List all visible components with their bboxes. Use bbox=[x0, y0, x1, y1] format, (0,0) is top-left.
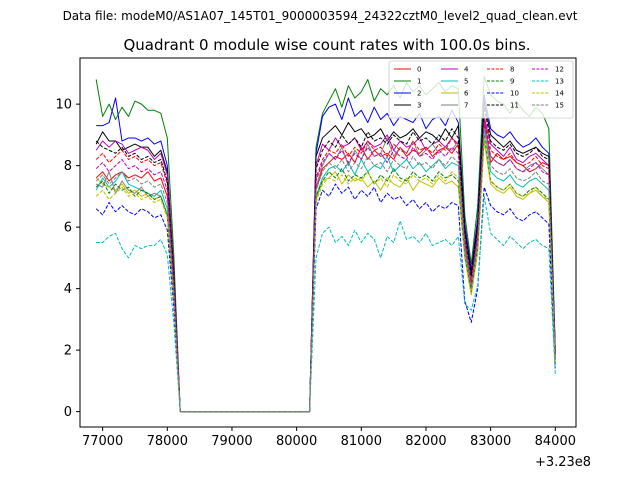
series-group bbox=[95, 75, 556, 413]
x-tick-label: 78000 bbox=[147, 434, 188, 449]
legend-label-12: 12 bbox=[555, 66, 564, 74]
legend-label-10: 10 bbox=[510, 90, 519, 98]
legend-box bbox=[388, 60, 574, 119]
legend-label-7: 7 bbox=[464, 102, 468, 110]
series-line-2 bbox=[96, 94, 556, 413]
series-line-10 bbox=[95, 183, 556, 413]
series-line-4 bbox=[95, 115, 556, 413]
legend-label-2: 2 bbox=[417, 90, 421, 98]
plot-frame bbox=[79, 57, 577, 428]
y-tick-label: 4 bbox=[64, 282, 72, 297]
legend-label-4: 4 bbox=[464, 66, 469, 74]
plot-area bbox=[95, 75, 556, 413]
x-tick-label: 80000 bbox=[276, 434, 317, 449]
y-tick-label: 2 bbox=[64, 344, 72, 359]
legend-label-9: 9 bbox=[510, 78, 514, 86]
x-tick-label: 84000 bbox=[535, 434, 576, 449]
series-line-5 bbox=[95, 125, 556, 413]
x-tick-label: 82000 bbox=[405, 434, 446, 449]
series-line-0 bbox=[95, 115, 556, 413]
series-line-7 bbox=[95, 122, 556, 413]
x-offset-label: +3.23e8 bbox=[535, 455, 591, 470]
series-line-15 bbox=[95, 128, 556, 413]
series-line-14 bbox=[95, 137, 556, 413]
x-tick-label: 83000 bbox=[470, 434, 511, 449]
series-line-9 bbox=[95, 134, 556, 413]
legend-label-5: 5 bbox=[464, 78, 468, 86]
y-tick-label: 8 bbox=[64, 159, 72, 174]
legend-label-15: 15 bbox=[555, 102, 564, 110]
legend-label-11: 11 bbox=[510, 102, 519, 110]
legend-label-0: 0 bbox=[417, 66, 421, 74]
data-file-header: Data file: modeM0/AS1A07_145T01_90000035… bbox=[63, 9, 578, 23]
legend-label-8: 8 bbox=[510, 66, 514, 74]
series-line-8 bbox=[95, 119, 556, 413]
series-line-13 bbox=[96, 195, 556, 413]
y-tick-label: 10 bbox=[55, 98, 72, 113]
series-line-12 bbox=[95, 122, 556, 413]
legend-label-3: 3 bbox=[417, 102, 421, 110]
legend-label-6: 6 bbox=[464, 90, 469, 98]
series-line-3 bbox=[95, 100, 556, 413]
axes: 77000 78000 79000 80000 81000 82000 83000 84000… bbox=[55, 57, 577, 449]
y-tick-label: 6 bbox=[64, 221, 72, 236]
legend-label-1: 1 bbox=[417, 78, 421, 86]
x-tick-label: 79000 bbox=[211, 434, 252, 449]
x-tick-label: 81000 bbox=[341, 434, 382, 449]
x-tick-label: 77000 bbox=[82, 434, 123, 449]
legend-label-13: 13 bbox=[555, 78, 564, 86]
y-tick-label: 0 bbox=[64, 405, 72, 420]
chart-title: Quadrant 0 module wise count rates with … bbox=[123, 36, 530, 54]
legend-label-14: 14 bbox=[555, 90, 564, 98]
series-line-11 bbox=[95, 106, 556, 413]
